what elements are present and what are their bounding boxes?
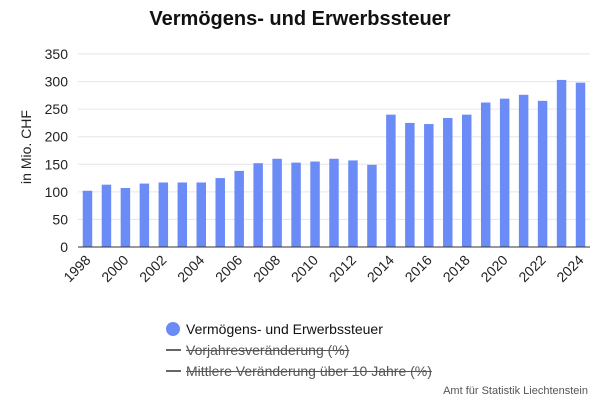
legend-label: Vorjahresveränderung (%) xyxy=(186,341,350,358)
bar-2010[interactable] xyxy=(310,161,320,247)
bar-2022[interactable] xyxy=(537,100,548,247)
bar-2008[interactable] xyxy=(272,158,282,247)
bar-2011[interactable] xyxy=(329,158,339,247)
bar-2020[interactable] xyxy=(499,98,510,247)
legend-series-dot-icon xyxy=(166,321,180,336)
source-credit: Amt für Statistik Liechtenstein xyxy=(443,385,588,397)
legend-label: Vermögens- und Erwerbssteuer xyxy=(186,320,383,337)
bar-2003[interactable] xyxy=(177,182,188,247)
x-tick-label: 2004 xyxy=(174,252,207,285)
bar-2015[interactable] xyxy=(405,122,415,247)
x-tick-label: 2008 xyxy=(250,252,283,285)
bar-2017[interactable] xyxy=(443,117,453,247)
y-tick-labels: 0 50 100 150 200 250 300 350 xyxy=(45,46,69,255)
legend-label: Mittlere Veränderung über 10 Jahre (%) xyxy=(186,362,432,379)
bar-2019[interactable] xyxy=(480,102,491,247)
bar-2001[interactable] xyxy=(139,183,150,247)
y-tick-label: 300 xyxy=(45,74,69,90)
y-tick-label: 100 xyxy=(45,184,69,200)
x-tick-label: 2000 xyxy=(98,252,131,285)
legend-item-yoy[interactable]: Vorjahresveränderung (%) xyxy=(166,339,432,360)
legend-line-icon xyxy=(166,369,181,372)
y-tick-label: 150 xyxy=(45,156,69,172)
x-tick-label: 1998 xyxy=(60,252,93,285)
x-tick-label: 2006 xyxy=(212,252,245,285)
bar-2014[interactable] xyxy=(386,114,396,248)
legend: Vermögens- und Erwerbssteuer Vorjahresve… xyxy=(166,318,432,381)
x-tick-label: 2014 xyxy=(364,252,397,285)
x-tick-label: 2016 xyxy=(402,252,435,285)
x-tick-label: 2002 xyxy=(136,252,169,285)
y-tick-label: 350 xyxy=(45,46,69,62)
x-tick-label: 2012 xyxy=(326,252,359,285)
x-tick-label: 2018 xyxy=(440,252,473,285)
bar-2006[interactable] xyxy=(234,170,244,247)
y-tick-label: 250 xyxy=(45,101,69,117)
bar-2021[interactable] xyxy=(518,94,529,247)
x-tick-label: 2020 xyxy=(477,252,510,285)
bar-2013[interactable] xyxy=(367,164,377,247)
bar-2012[interactable] xyxy=(348,160,358,247)
bar-1999[interactable] xyxy=(101,184,112,247)
x-tick-labels: 1998 2000 2002 2004 2006 2008 2010 2012 2014 2016… xyxy=(60,252,587,285)
bar-2005[interactable] xyxy=(215,178,225,247)
bar-2018[interactable] xyxy=(462,114,472,248)
bar-2023[interactable] xyxy=(556,79,567,247)
y-tick-label: 200 xyxy=(45,129,69,145)
chart-title: Vermögens- und Erwerbssteuer xyxy=(149,8,451,30)
bar-2000[interactable] xyxy=(120,187,131,247)
x-tick-label: 2010 xyxy=(288,252,321,285)
x-tick-label: 2024 xyxy=(553,252,586,285)
y-tick-label: 50 xyxy=(52,211,68,227)
bar-2002[interactable] xyxy=(158,182,169,247)
bar-1998[interactable] xyxy=(82,190,93,247)
legend-item-10y-avg[interactable]: Mittlere Veränderung über 10 Jahre (%) xyxy=(166,360,432,381)
legend-line-icon xyxy=(166,348,181,351)
y-tick-label: 0 xyxy=(60,239,68,255)
bars xyxy=(82,79,586,248)
y-axis-label: in Mio. CHF xyxy=(18,110,34,184)
legend-item-series[interactable]: Vermögens- und Erwerbssteuer xyxy=(166,318,432,339)
bar-2024[interactable] xyxy=(575,82,586,247)
bar-2016[interactable] xyxy=(424,124,434,247)
bar-2007[interactable] xyxy=(253,163,263,247)
bar-2004[interactable] xyxy=(196,182,206,247)
x-tick-label: 2022 xyxy=(515,252,548,285)
bar-2009[interactable] xyxy=(291,162,301,247)
